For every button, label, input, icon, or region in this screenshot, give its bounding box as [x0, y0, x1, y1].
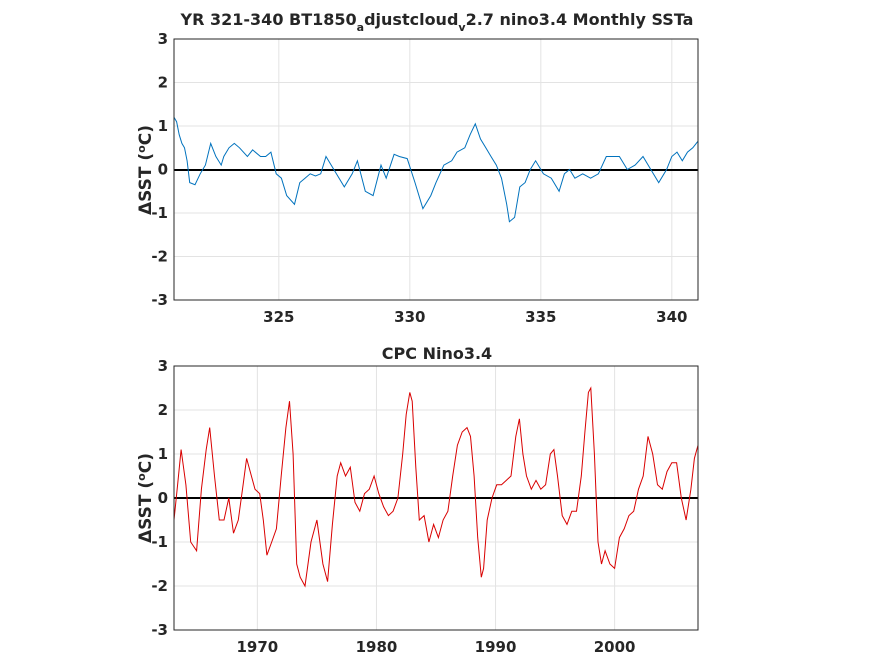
top-y-tick-label: 3 [158, 30, 168, 48]
bottom-chart-panel: 3 2 1 0 -1 -2 -3 1970 1980 1990 2000 CPC Nino3.4 Δ… [135, 344, 699, 656]
bottom-axes-box [173, 365, 699, 631]
top-y-tick-label: -3 [151, 291, 168, 309]
bottom-y-tick-label: 2 [158, 401, 168, 419]
bottom-x-tick-label: 1990 [475, 638, 517, 656]
top-x-tick-label: 325 [263, 308, 294, 326]
bottom-x-tick-label: 1970 [236, 638, 278, 656]
top-y-tick-label: -2 [151, 248, 168, 266]
top-y-tick-label: -1 [151, 204, 168, 222]
top-chart-panel: 3 2 1 0 -1 -2 -3 325 330 335 340 YR 321-340 BT1850… [135, 10, 699, 326]
bottom-tick-labels: 3 2 1 0 -1 -2 -3 1970 1980 1990 2000 [151, 357, 635, 656]
top-x-tick-label: 340 [656, 308, 687, 326]
bottom-y-axis-label: ΔSST (oC) [135, 453, 156, 543]
bottom-y-tick-label: 0 [158, 489, 168, 507]
top-y-axis-label: ΔSST (oC) [135, 125, 156, 215]
top-series-line [173, 117, 699, 223]
top-chart-title: YR 321-340 BT1850adjustcloudv2.7 nino3.4… [180, 10, 694, 34]
bottom-chart-title: CPC Nino3.4 [382, 344, 492, 363]
top-y-tick-label: 2 [158, 74, 168, 92]
bottom-x-tick-label: 2000 [594, 638, 636, 656]
bottom-series-line [173, 386, 699, 588]
bottom-y-tick-label: 1 [158, 445, 168, 463]
bottom-y-tick-label: -1 [151, 533, 168, 551]
bottom-y-tick-label: -2 [151, 577, 168, 595]
top-tick-labels: 3 2 1 0 -1 -2 -3 325 330 335 340 [151, 30, 687, 326]
bottom-x-tick-label: 1980 [356, 638, 398, 656]
top-y-tick-label: 1 [158, 117, 168, 135]
bottom-y-tick-label: -3 [151, 621, 168, 639]
top-y-tick-label: 0 [158, 161, 168, 179]
bottom-y-tick-label: 3 [158, 357, 168, 375]
top-axes-box [173, 38, 699, 301]
top-x-tick-label: 335 [525, 308, 556, 326]
top-x-tick-label: 330 [394, 308, 425, 326]
